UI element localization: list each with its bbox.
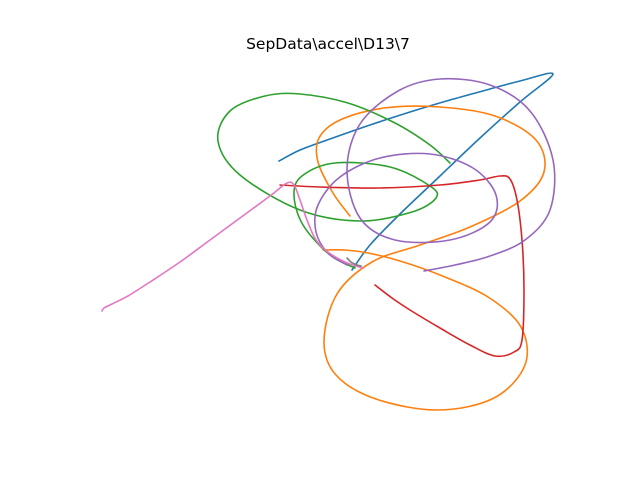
series-line-4: [279, 175, 525, 358]
series-line-1: [278, 72, 554, 271]
series-line-6: [101, 181, 364, 312]
chart-title: SepData\accel\D13\7: [246, 35, 410, 53]
series-line-5: [314, 77, 556, 272]
plot-area: [101, 72, 556, 411]
series-line-2: [315, 105, 546, 411]
series-line-7: [346, 257, 362, 267]
series-line-3: [216, 92, 451, 269]
